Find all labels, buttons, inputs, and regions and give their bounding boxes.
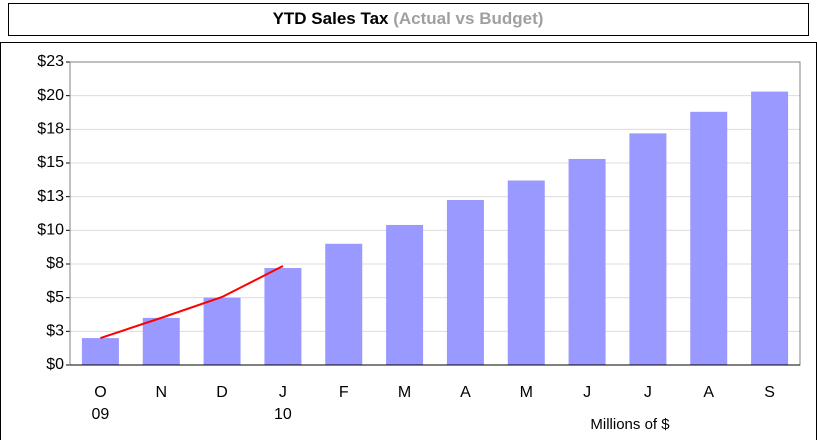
x-note: Millions of $ [590, 416, 670, 433]
y-tick-label: $13 [37, 188, 64, 205]
y-tick-label: $8 [46, 255, 64, 272]
y-tick-label: $0 [46, 356, 64, 373]
y-tick-label: $15 [37, 154, 64, 171]
title-main: YTD Sales Tax [273, 9, 389, 28]
x-tick-label: J [644, 384, 652, 401]
x-tick-label: A [703, 384, 714, 401]
y-tick-label: $23 [37, 53, 64, 70]
x-tick-label: M [398, 384, 411, 401]
bar [751, 91, 789, 366]
bar [568, 158, 606, 365]
y-tick-label: $20 [37, 87, 64, 104]
y-tick-label: $18 [37, 121, 64, 138]
x-tick-label: A [460, 384, 471, 401]
x-tick-label: D [216, 384, 228, 401]
bar [264, 268, 302, 365]
budget-line [100, 265, 284, 340]
title-box [8, 3, 809, 36]
title-sub: (Actual vs Budget) [393, 9, 543, 28]
x-tick-label: S [764, 384, 775, 401]
x-tick-label: J [279, 384, 287, 401]
x-tick-label: O [94, 384, 106, 401]
y-tick-label: $10 [37, 222, 64, 239]
x-tick-label: J [583, 384, 591, 401]
y-tick-label: $3 [46, 323, 64, 340]
bar [629, 133, 667, 365]
bar [446, 200, 484, 365]
x-tick-label: F [339, 384, 349, 401]
x-year-label: 09 [92, 406, 110, 423]
bar [690, 111, 728, 366]
bar [507, 180, 545, 365]
bar [81, 338, 119, 365]
bar [386, 224, 424, 365]
x-tick-label: N [155, 384, 167, 401]
y-tick-label: $5 [46, 289, 64, 306]
x-year-label: 10 [274, 406, 292, 423]
bar [325, 243, 363, 365]
bar [203, 297, 241, 365]
chart-title: YTD Sales Tax (Actual vs Budget) [273, 9, 544, 28]
bar [142, 317, 180, 365]
x-tick-label: M [520, 384, 533, 401]
